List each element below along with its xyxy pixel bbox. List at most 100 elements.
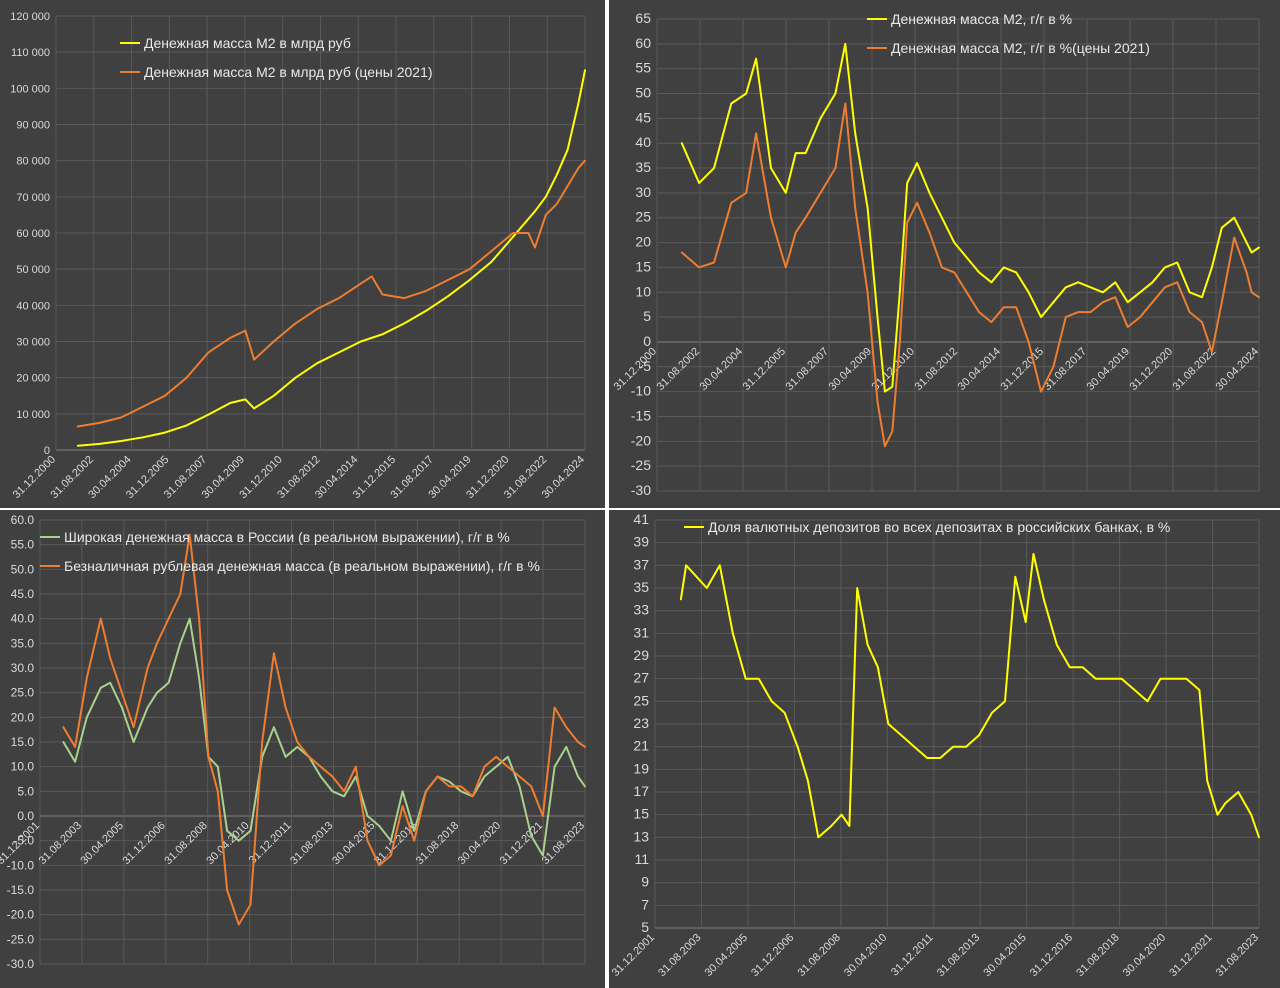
x-tick-label: 30.04.2010: [204, 820, 251, 867]
legend-label: Денежная масса М2, г/г в %(цены 2021): [891, 39, 1150, 56]
y-tick-label: 20.0: [11, 710, 35, 724]
y-tick-label: -15.0: [7, 883, 35, 897]
series-line-0: [76, 69, 586, 447]
y-tick-label: 45: [635, 109, 651, 125]
y-tick-label: 5.0: [17, 784, 34, 798]
y-tick-label: 41: [633, 511, 649, 527]
y-tick-label: 60 000: [16, 228, 50, 240]
y-tick-label: 50.0: [11, 562, 35, 576]
chart-m2-absolute: 0 10 000 20 000 30 000 40 000 50 000 60 000 70 …: [0, 0, 605, 508]
y-tick-label: -10: [631, 383, 651, 399]
x-tick-label: 30.04.2005: [703, 932, 750, 979]
x-tick-label: 30.04.2020: [456, 820, 503, 867]
legend-item: Денежная масса М2, г/г в %(цены 2021): [867, 33, 1150, 62]
series-line-0: [62, 617, 586, 857]
y-tick-label: 15: [635, 258, 651, 274]
y-tick-label: 100 000: [10, 83, 50, 95]
x-tick-label: 30.04.2014: [956, 346, 1003, 393]
x-tick-label: 30.04.2010: [842, 932, 889, 979]
y-tick-label: -25.0: [7, 932, 35, 946]
series-line-1: [680, 102, 1260, 448]
y-tick-label: 39: [633, 534, 649, 550]
legend-swatch: [40, 535, 60, 538]
y-tick-label: 10: [635, 283, 651, 299]
y-tick-label: 40: [635, 134, 651, 150]
x-tick-label: 31.08.2012: [913, 346, 960, 393]
x-tick-label: 31.12.2016: [1028, 932, 1075, 979]
y-tick-label: 35: [633, 579, 649, 595]
series-line-0: [680, 42, 1260, 393]
y-tick-label: 30.0: [11, 661, 35, 675]
y-tick-label: 9: [641, 874, 649, 890]
y-tick-label: 35.0: [11, 636, 35, 650]
x-tick-label: 31.12.2006: [749, 932, 796, 979]
x-tick-label: 31.12.2001: [610, 932, 657, 979]
legend-swatch: [120, 41, 140, 44]
x-tick-label: 31.08.2008: [162, 820, 209, 867]
y-tick-label: 37: [633, 556, 649, 572]
x-tick-label: 31.12.2021: [498, 820, 545, 867]
x-tick-label: 31.08.2022: [1171, 346, 1218, 393]
y-tick-label: -10.0: [7, 858, 35, 872]
y-tick-label: 70 000: [16, 192, 50, 204]
y-tick-label: 110 000: [11, 47, 50, 59]
legend-label: Безналичная рублевая денежная масса (в р…: [64, 557, 540, 574]
x-tick-label: 31.08.2007: [784, 346, 831, 393]
legend-item: Доля валютных депозитов во всех депозита…: [684, 512, 1170, 541]
y-tick-label: -25: [631, 457, 651, 473]
y-tick-label: 60.0: [11, 513, 35, 527]
x-tick-label: 31.08.2013: [935, 932, 982, 979]
y-tick-label: 23: [633, 715, 649, 731]
series-line-1: [76, 159, 586, 428]
x-tick-label: 30.04.2004: [698, 346, 745, 393]
y-tick-label: 30 000: [16, 337, 50, 349]
legend-label: Денежная масса М2 в млрд руб: [144, 34, 351, 51]
y-tick-label: 11: [634, 851, 649, 867]
y-tick-label: 25: [635, 209, 651, 225]
y-tick-label: 29: [633, 647, 649, 663]
y-tick-label: 50: [635, 85, 651, 101]
chart-m2-yoy: -30 -25 -20 -15 -10 -5 0 5 10 15 20 25 30 35 40 45 50 55 6…: [609, 0, 1280, 508]
y-tick-label: 27: [633, 670, 649, 686]
x-tick-label: 31.12.2005: [741, 346, 788, 393]
y-tick-label: 31: [633, 624, 649, 640]
y-tick-label: 65: [635, 10, 651, 26]
legend: Денежная масса М2, г/г в % Денежная масс…: [867, 4, 1150, 62]
chart-real-money-supply: -30.0 -25.0 -20.0 -15.0 -10.0 -5.0 0.0 5.0 10.0 1…: [0, 510, 605, 988]
y-tick-label: 25.0: [11, 686, 35, 700]
y-tick-label: 0: [44, 445, 50, 457]
x-tick-label: 30.04.2024: [1214, 346, 1261, 393]
x-tick-label: 31.08.2023: [1214, 932, 1261, 979]
y-tick-label: 19: [633, 760, 649, 776]
y-tick-label: -20.0: [7, 908, 35, 922]
legend-label: Доля валютных депозитов во всех депозита…: [708, 518, 1171, 535]
legend: Широкая денежная масса в России (в реаль…: [40, 522, 540, 580]
legend-item: Денежная масса М2 в млрд руб: [120, 28, 433, 57]
y-tick-label: 25: [633, 692, 649, 708]
x-tick-label: 30.04.2015: [981, 932, 1028, 979]
x-tick-label: 31.08.2017: [1042, 346, 1089, 393]
y-tick-label: 50 000: [16, 264, 50, 276]
series-line-1: [62, 533, 586, 926]
x-tick-label: 31.12.2021: [1167, 932, 1214, 979]
chart-fx-deposits-share: 5 7 9 11 13 15 17 19 21 23 25 27 29 31 33 35 37 39 41 31.12…: [609, 510, 1280, 988]
x-tick-label: 31.08.2013: [288, 820, 335, 867]
y-tick-label: 13: [633, 828, 649, 844]
y-tick-label: 15.0: [11, 735, 35, 749]
legend-item: Денежная масса М2 в млрд руб (цены 2021): [120, 57, 433, 86]
y-tick-label: 20 000: [16, 373, 50, 385]
legend-label: Широкая денежная масса в России (в реаль…: [64, 528, 510, 545]
legend-swatch: [867, 17, 887, 20]
y-tick-label: 33: [633, 602, 649, 618]
x-tick-label: 31.08.2003: [37, 820, 84, 867]
legend-swatch: [684, 525, 704, 528]
x-tick-label: 31.08.2018: [1074, 932, 1121, 979]
y-tick-label: 35: [635, 159, 651, 175]
y-tick-label: 55.0: [11, 538, 35, 552]
legend-swatch: [40, 564, 60, 567]
legend-item: Безналичная рублевая денежная масса (в р…: [40, 551, 540, 580]
x-tick-label: 30.04.2015: [330, 820, 377, 867]
y-tick-label: 120 000: [10, 11, 50, 23]
x-tick-label: 30.04.2005: [79, 820, 126, 867]
y-tick-label: 5: [641, 919, 649, 935]
